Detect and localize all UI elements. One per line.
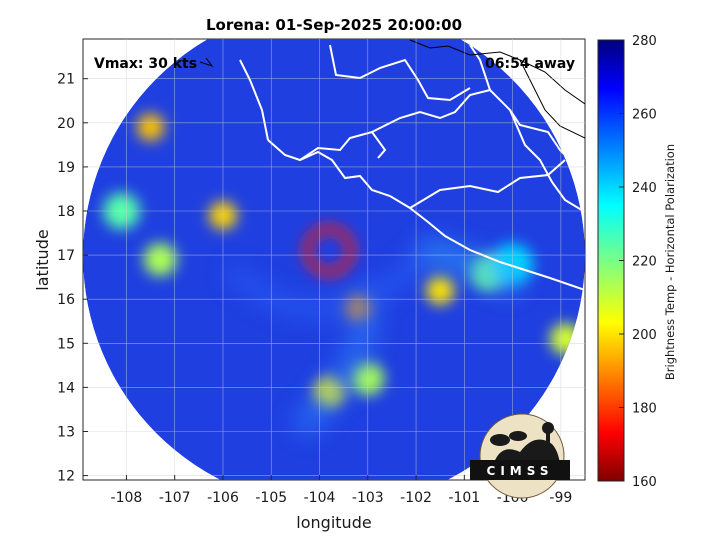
colorbar-ticks: 280 260 240 220 200 180 160 bbox=[619, 34, 657, 490]
colorbar-tick-label: 240 bbox=[632, 181, 657, 196]
x-axis: -108 -107 -106 -105 -104 -103 -102 -101 -100 -99 bbox=[111, 475, 572, 506]
colorbar-tick-label: 220 bbox=[632, 255, 657, 270]
y-tick-label: 15 bbox=[57, 336, 75, 352]
y-tick-label: 14 bbox=[57, 380, 75, 396]
y-tick-label: 13 bbox=[57, 424, 75, 440]
y-axis: 12 13 14 15 16 17 18 19 20 21 bbox=[57, 72, 88, 485]
y-tick-label: 20 bbox=[57, 116, 75, 132]
colorbar-tick-label: 160 bbox=[632, 475, 657, 490]
time-away-annotation: 06:54 away bbox=[485, 56, 575, 72]
chart-title: Lorena: 01-Sep-2025 20:00:00 bbox=[206, 16, 462, 34]
coastline bbox=[239, 44, 585, 291]
colorbar-label: Brightness Temp - Horizontal Polarizatio… bbox=[663, 144, 677, 380]
x-tick-label: -108 bbox=[111, 490, 143, 506]
x-tick-label: -101 bbox=[448, 490, 480, 506]
land-outline bbox=[199, 39, 585, 139]
colorbar-tick-label: 180 bbox=[632, 402, 657, 417]
swath bbox=[83, 39, 585, 480]
vmax-annotation: Vmax: 30 kts bbox=[94, 56, 197, 72]
colorbar-tick-label: 200 bbox=[632, 328, 657, 343]
y-axis-label: latitude bbox=[33, 229, 52, 290]
x-tick-label: -102 bbox=[400, 490, 432, 506]
feature-9 bbox=[143, 243, 177, 276]
y-tick-label: 12 bbox=[57, 469, 75, 485]
y-tick-label: 21 bbox=[57, 72, 75, 88]
x-tick-label: -106 bbox=[207, 490, 239, 506]
y-tick-label: 19 bbox=[57, 160, 75, 176]
logo-text: CIMSS bbox=[487, 464, 554, 478]
y-tick-label: 18 bbox=[57, 204, 75, 220]
dish-icon bbox=[490, 434, 510, 446]
dish-icon bbox=[509, 431, 527, 441]
colorbar: 280 260 240 220 200 180 160 Brightness Temp - … bbox=[597, 34, 677, 490]
swath-background bbox=[83, 39, 585, 480]
feature-3 bbox=[425, 276, 455, 305]
x-tick-label: -107 bbox=[159, 490, 191, 506]
feature-0 bbox=[303, 225, 355, 277]
tower-icon bbox=[546, 430, 550, 454]
colorbar-tick-label: 280 bbox=[632, 34, 657, 49]
x-tick-label: -103 bbox=[352, 490, 384, 506]
cimss-logo: CIMSS bbox=[470, 413, 570, 499]
rainband bbox=[224, 237, 526, 439]
x-tick-label: -105 bbox=[255, 490, 287, 506]
y-tick-label: 16 bbox=[57, 292, 75, 308]
feature-6 bbox=[136, 113, 165, 141]
x-axis-label: longitude bbox=[296, 513, 371, 532]
x-tick-label: -99 bbox=[549, 490, 572, 506]
y-tick-label: 17 bbox=[57, 248, 75, 264]
x-tick-label: -104 bbox=[304, 490, 336, 506]
colorbar-tick-label: 260 bbox=[632, 108, 657, 123]
